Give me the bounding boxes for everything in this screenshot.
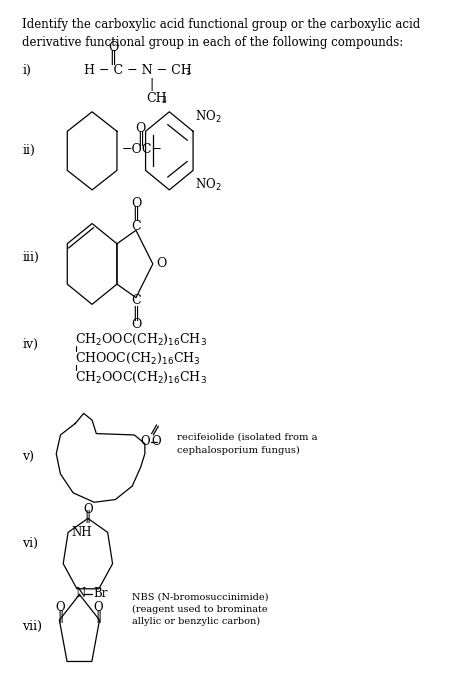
Text: N: N xyxy=(75,587,85,600)
Text: ‖: ‖ xyxy=(95,610,101,623)
Text: NO$_2$: NO$_2$ xyxy=(195,177,222,193)
Text: $_3$: $_3$ xyxy=(161,95,167,107)
Text: ii): ii) xyxy=(22,145,36,158)
Text: NBS (N-bromosuccinimide)
(reagent used to brominate
allylic or benzylic carbon): NBS (N-bromosuccinimide) (reagent used t… xyxy=(132,592,269,627)
Text: O: O xyxy=(156,258,166,270)
Text: O: O xyxy=(93,602,103,614)
Text: recifeiolide (isolated from a
cephalosporium fungus): recifeiolide (isolated from a cephalospo… xyxy=(176,433,317,454)
Text: ‖: ‖ xyxy=(57,610,64,623)
Text: ‖: ‖ xyxy=(109,50,117,65)
Text: $_3$: $_3$ xyxy=(185,66,191,79)
Text: CH$_2$OOC(CH$_2$)$_{16}$CH$_3$: CH$_2$OOC(CH$_2$)$_{16}$CH$_3$ xyxy=(75,332,207,347)
Text: O: O xyxy=(131,318,141,331)
Text: ‖: ‖ xyxy=(132,206,139,221)
Text: vi): vi) xyxy=(22,537,38,550)
Text: CHOOC(CH$_2$)$_{16}$CH$_3$: CHOOC(CH$_2$)$_{16}$CH$_3$ xyxy=(75,351,201,366)
Text: O: O xyxy=(136,122,146,135)
Text: v): v) xyxy=(22,451,35,464)
Text: C: C xyxy=(131,220,141,233)
Text: ‖: ‖ xyxy=(85,510,91,523)
Text: O: O xyxy=(108,41,118,54)
Text: C: C xyxy=(131,295,141,308)
Text: |: | xyxy=(149,78,153,91)
Text: O: O xyxy=(83,503,93,516)
Text: O: O xyxy=(131,197,141,210)
Text: Identify the carboxylic acid functional group or the carboxylic acid
derivative : Identify the carboxylic acid functional … xyxy=(22,18,421,49)
Text: H − C − N − CH: H − C − N − CH xyxy=(84,64,191,76)
Text: NH: NH xyxy=(72,526,92,539)
Text: CH: CH xyxy=(146,92,167,105)
Text: vii): vii) xyxy=(22,620,43,633)
Text: iv): iv) xyxy=(22,338,38,352)
Text: ‖: ‖ xyxy=(132,306,139,321)
Text: CH$_2$OOC(CH$_2$)$_{16}$CH$_3$: CH$_2$OOC(CH$_2$)$_{16}$CH$_3$ xyxy=(75,370,207,385)
Text: O: O xyxy=(140,435,150,448)
Text: Br: Br xyxy=(93,587,108,600)
Text: O: O xyxy=(56,602,65,614)
Text: iii): iii) xyxy=(22,251,39,264)
Text: ‖: ‖ xyxy=(137,131,144,146)
Text: i): i) xyxy=(22,64,31,76)
Text: −OC−: −OC− xyxy=(122,143,163,156)
Text: NO$_2$: NO$_2$ xyxy=(195,108,222,124)
Text: O: O xyxy=(152,435,162,448)
